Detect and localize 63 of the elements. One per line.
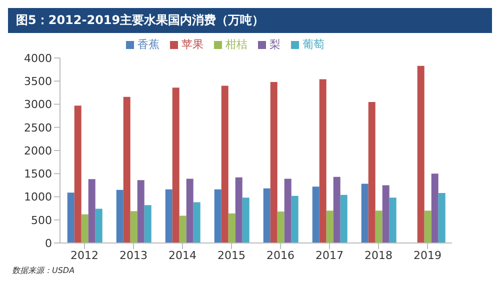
legend-label: 苹果: [182, 38, 204, 51]
bar: [186, 178, 194, 243]
bar: [312, 186, 320, 243]
bar: [116, 190, 124, 243]
bar: [88, 179, 96, 243]
bar: [214, 189, 222, 243]
bar: [137, 180, 144, 243]
x-tick-label: 2013: [120, 248, 148, 262]
bar: [172, 88, 180, 243]
source-note: 数据来源：USDA: [11, 265, 76, 276]
legend-label: 梨: [270, 38, 280, 51]
bar: [144, 205, 152, 243]
x-tick-label: 2018: [364, 248, 392, 262]
x-tick-label: 2015: [218, 248, 246, 262]
bar: [123, 96, 130, 243]
bar: [382, 185, 390, 243]
bar: [270, 82, 278, 243]
bar: [319, 79, 326, 243]
bar: [165, 189, 172, 243]
x-tick-label: 2012: [70, 248, 98, 262]
bar: [242, 198, 250, 243]
bar: [179, 216, 186, 243]
bar: [389, 198, 396, 243]
bar: [284, 178, 292, 243]
y-tick-label: 4000: [24, 52, 52, 65]
bar: [375, 210, 382, 243]
bar: [291, 196, 298, 243]
bar: [81, 214, 88, 243]
y-tick-label: 3500: [24, 75, 52, 88]
bar: [228, 213, 236, 243]
bar: [221, 86, 228, 243]
bar: [95, 208, 102, 243]
x-tick-label: 2016: [266, 248, 294, 262]
bar: [424, 210, 432, 243]
y-tick-label: 2000: [24, 144, 52, 158]
bar: [130, 211, 138, 243]
bar: [361, 184, 368, 243]
y-tick-label: 500: [31, 214, 52, 227]
bar: [74, 106, 82, 243]
bar: [438, 193, 446, 243]
bar: [417, 66, 424, 243]
legend-label: 葡萄: [302, 38, 324, 51]
y-tick-label: 0: [45, 236, 52, 250]
bar: [67, 192, 74, 243]
x-tick-label: 2019: [414, 248, 442, 262]
bar: [368, 102, 376, 243]
y-tick-label: 1500: [24, 168, 52, 181]
bar: [326, 210, 334, 243]
bar: [431, 174, 438, 243]
y-tick-label: 2500: [24, 121, 52, 134]
legend-label: 香蕉: [138, 38, 160, 51]
bar: [235, 177, 242, 243]
chart-title: 图5：2012-2019主要水果国内消费（万吨）: [8, 8, 492, 33]
y-tick-label: 3000: [24, 98, 52, 112]
bar: [263, 188, 270, 243]
x-tick-label: 2014: [168, 248, 196, 262]
bar: [277, 212, 284, 243]
bar: [193, 202, 200, 243]
bar: [333, 176, 340, 243]
bar: [340, 194, 348, 243]
y-tick-label: 1000: [24, 190, 52, 204]
x-tick-label: 2017: [316, 248, 344, 262]
legend-label: 柑桔: [226, 38, 248, 51]
